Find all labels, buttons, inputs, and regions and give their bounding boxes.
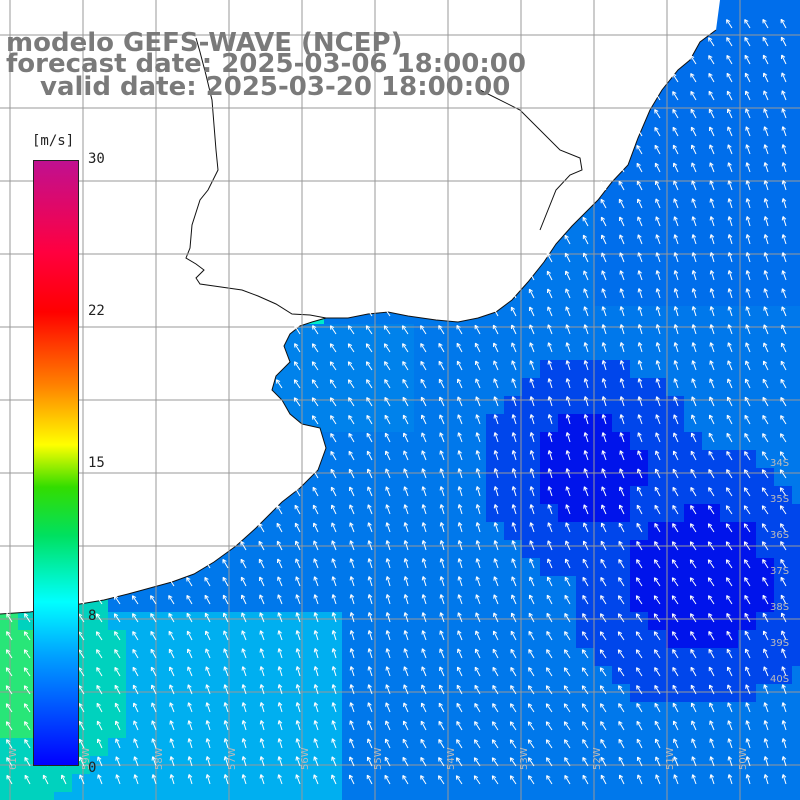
lat-label: 34S — [770, 458, 789, 469]
lon-label: 55W — [373, 747, 384, 770]
colorbar-tick-8: 8 — [88, 608, 97, 624]
colorbar-tick-30: 30 — [88, 151, 105, 167]
lat-label: 40S — [770, 674, 789, 685]
lon-label: 54W — [446, 747, 457, 770]
lat-label: 38S — [770, 602, 789, 613]
wind-vector-arrows — [5, 18, 787, 785]
lon-label: 56W — [300, 747, 311, 770]
latitude-labels: 34S 35S 36S 37S 38S 39S 40S — [770, 458, 789, 685]
colorbar-tick-15: 15 — [88, 455, 105, 471]
coastline-south — [0, 317, 327, 615]
lat-label: 36S — [770, 530, 789, 541]
valid-date: valid date: 2025-03-20 18:00:00 — [40, 72, 511, 102]
lagoon-coast — [479, 89, 583, 231]
colorbar-unit: [m/s] — [32, 133, 75, 149]
colorbar-tick-0: 0 — [88, 760, 97, 776]
lat-label: 39S — [770, 638, 789, 649]
lon-label: 50W — [738, 747, 749, 770]
lat-label: 37S — [770, 566, 789, 577]
coastline — [0, 29, 717, 615]
lon-label: 61W — [8, 747, 19, 770]
colorbar-tick-22: 22 — [88, 303, 105, 319]
longitude-labels: 61W 59W 58W 57W 56W 55W 54W 53W 52W 51W 50W — [8, 747, 749, 770]
lon-label: 59W — [81, 747, 92, 770]
lat-label: 35S — [770, 494, 789, 505]
lon-label: 58W — [154, 747, 165, 770]
land-mass — [0, 0, 720, 322]
lon-label: 51W — [665, 747, 676, 770]
land-mass-south — [0, 0, 326, 614]
lon-label: 57W — [227, 747, 238, 770]
lon-label: 53W — [519, 747, 530, 770]
colorbar — [33, 160, 79, 766]
forecast-date: forecast date: 2025-03-06 18:00:00 — [6, 49, 526, 79]
lon-label: 52W — [592, 747, 603, 770]
coastline-atlantic — [185, 29, 717, 323]
model-title: modelo GEFS-WAVE (NCEP) — [6, 28, 403, 58]
